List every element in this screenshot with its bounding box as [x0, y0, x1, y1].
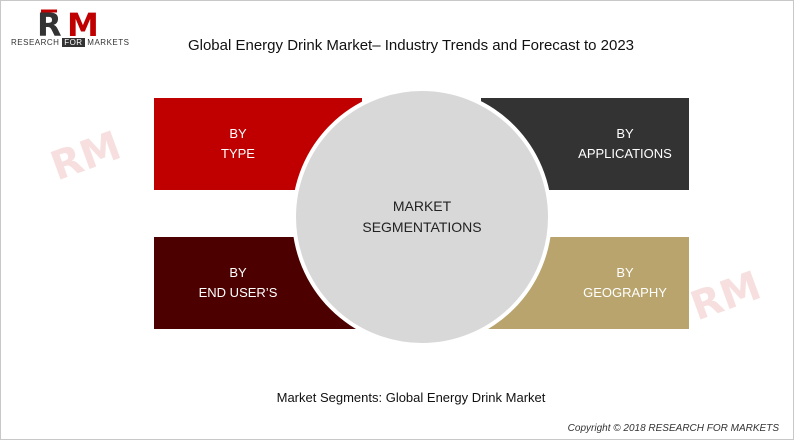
svg-text:M: M: [67, 7, 99, 39]
rm-logo-mark: R M: [37, 6, 99, 44]
company-logo: R M RESEARCH FOR MARKETS: [11, 6, 151, 53]
figure-caption: Market Segments: Global Energy Drink Mar…: [276, 390, 546, 405]
segment-geography-line2: GEOGRAPHY: [583, 285, 667, 300]
segment-applications-line2: APPLICATIONS: [578, 146, 672, 161]
segment-end-users-line1: BY: [229, 265, 247, 280]
segment-geography-line1: BY: [616, 265, 634, 280]
segment-applications-line1: BY: [616, 126, 634, 141]
center-line1: MARKET: [392, 198, 452, 214]
logo-tagline: RESEARCH FOR MARKETS: [11, 38, 130, 47]
segment-end-users-line2: END USER’S: [198, 285, 278, 300]
center-line2: SEGMENTATIONS: [362, 219, 482, 235]
segment-type-line2: TYPE: [221, 146, 255, 161]
copyright-notice: Copyright © 2018 RESEARCH FOR MARKETS: [567, 423, 779, 434]
page-title: Global Energy Drink Market– Industry Tre…: [187, 37, 635, 54]
segment-type-line1: BY: [229, 126, 247, 141]
market-segmentations-circle: MARKET SEGMENTATIONS: [294, 89, 550, 345]
